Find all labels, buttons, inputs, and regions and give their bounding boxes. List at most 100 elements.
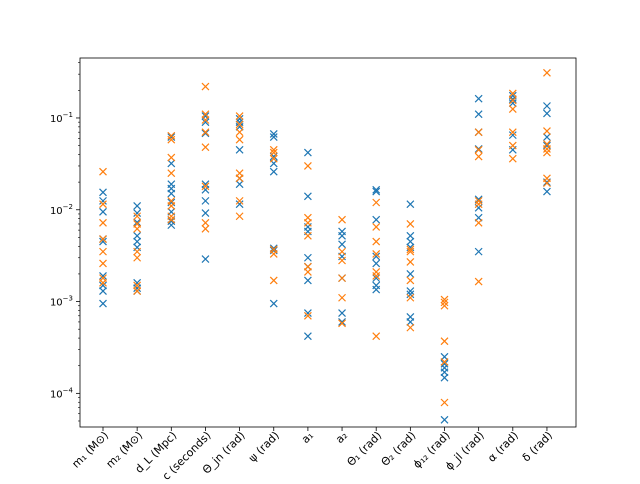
data-point xyxy=(99,237,107,246)
point-stroke-b xyxy=(99,259,107,268)
point-stroke-b xyxy=(406,247,415,256)
data-point xyxy=(235,200,244,209)
data-point xyxy=(99,196,107,205)
point-stroke-b xyxy=(338,274,346,283)
point-stroke-b xyxy=(99,207,107,216)
point-stroke-b xyxy=(440,398,449,407)
point-stroke-b xyxy=(406,287,415,296)
data-point xyxy=(303,276,312,285)
point-stroke-b xyxy=(269,244,278,253)
point-stroke-b xyxy=(99,237,107,246)
point-stroke-b xyxy=(269,246,278,255)
point-stroke-b xyxy=(167,169,176,178)
data-point xyxy=(201,196,210,205)
data-point xyxy=(338,240,346,249)
point-stroke-b xyxy=(201,116,210,124)
data-point xyxy=(201,185,210,194)
point-stroke-b xyxy=(167,198,176,207)
data-point xyxy=(372,332,381,341)
data-point xyxy=(201,118,210,127)
data-point xyxy=(269,299,278,308)
point-stroke-b xyxy=(303,148,312,157)
point-stroke-b xyxy=(474,247,483,256)
point-stroke-b xyxy=(99,287,107,296)
point-stroke-b xyxy=(235,135,244,144)
data-point xyxy=(133,253,142,262)
point-stroke-b xyxy=(543,178,551,187)
data-point xyxy=(201,128,210,137)
data-point xyxy=(474,94,483,103)
data-point xyxy=(338,215,346,224)
data-point xyxy=(338,293,346,302)
data-point xyxy=(406,317,415,326)
point-stroke-b xyxy=(372,252,381,261)
point-stroke-b xyxy=(235,114,244,123)
data-point xyxy=(269,167,278,176)
y-tick-label: 10−1 xyxy=(50,111,73,125)
point-stroke-b xyxy=(406,290,415,299)
point-stroke-b xyxy=(372,285,381,294)
data-point xyxy=(406,258,415,266)
data-point xyxy=(543,127,551,135)
point-stroke-b xyxy=(474,144,483,153)
point-stroke-b xyxy=(372,185,381,194)
data-point xyxy=(406,200,415,209)
point-stroke-b xyxy=(543,141,551,150)
point-stroke-b xyxy=(474,110,483,119)
point-stroke-b xyxy=(508,105,517,113)
point-stroke-b xyxy=(201,180,210,189)
point-stroke-b xyxy=(133,237,142,246)
point-stroke-b xyxy=(508,89,517,98)
data-point xyxy=(303,253,312,262)
data-point xyxy=(372,198,381,207)
point-stroke-b xyxy=(543,133,551,141)
data-point xyxy=(474,203,483,212)
point-stroke-b xyxy=(133,209,142,218)
data-point xyxy=(167,169,176,178)
point-stroke-b xyxy=(303,253,312,262)
point-stroke-b xyxy=(474,128,483,137)
data-point xyxy=(99,235,107,243)
data-point xyxy=(406,231,415,240)
point-stroke-b xyxy=(440,337,449,346)
data-point xyxy=(99,281,107,290)
data-point xyxy=(303,192,312,201)
data-point xyxy=(235,114,244,123)
point-stroke-b xyxy=(338,247,346,256)
data-point xyxy=(133,224,142,233)
data-point xyxy=(201,116,210,124)
data-point xyxy=(167,215,176,224)
data-point xyxy=(474,247,483,256)
data-point xyxy=(440,357,449,366)
point-stroke-b xyxy=(474,200,483,209)
data-point xyxy=(303,162,312,170)
data-point xyxy=(133,287,142,296)
point-stroke-b xyxy=(508,141,517,150)
data-point xyxy=(201,129,210,138)
point-stroke-b xyxy=(440,301,449,310)
data-point xyxy=(235,145,244,154)
point-stroke-b xyxy=(372,272,381,280)
data-point xyxy=(406,237,415,246)
data-point xyxy=(133,237,142,246)
point-stroke-b xyxy=(133,202,142,210)
point-stroke-b xyxy=(235,200,244,209)
data-point xyxy=(99,247,107,256)
point-stroke-b xyxy=(303,231,312,240)
point-stroke-b xyxy=(338,309,346,317)
data-point xyxy=(406,220,415,228)
data-point xyxy=(167,135,176,144)
point-stroke-b xyxy=(303,276,312,285)
point-stroke-b xyxy=(235,145,244,154)
point-stroke-b xyxy=(372,259,381,268)
point-stroke-b xyxy=(508,131,517,140)
data-point xyxy=(474,128,483,137)
point-stroke-b xyxy=(440,368,449,377)
data-point xyxy=(543,141,551,150)
point-stroke-b xyxy=(201,129,210,138)
data-point xyxy=(235,128,244,137)
data-point xyxy=(201,143,210,152)
data-point xyxy=(303,311,312,320)
point-stroke-b xyxy=(167,153,176,162)
y-tick-label: 10−4 xyxy=(50,386,74,400)
